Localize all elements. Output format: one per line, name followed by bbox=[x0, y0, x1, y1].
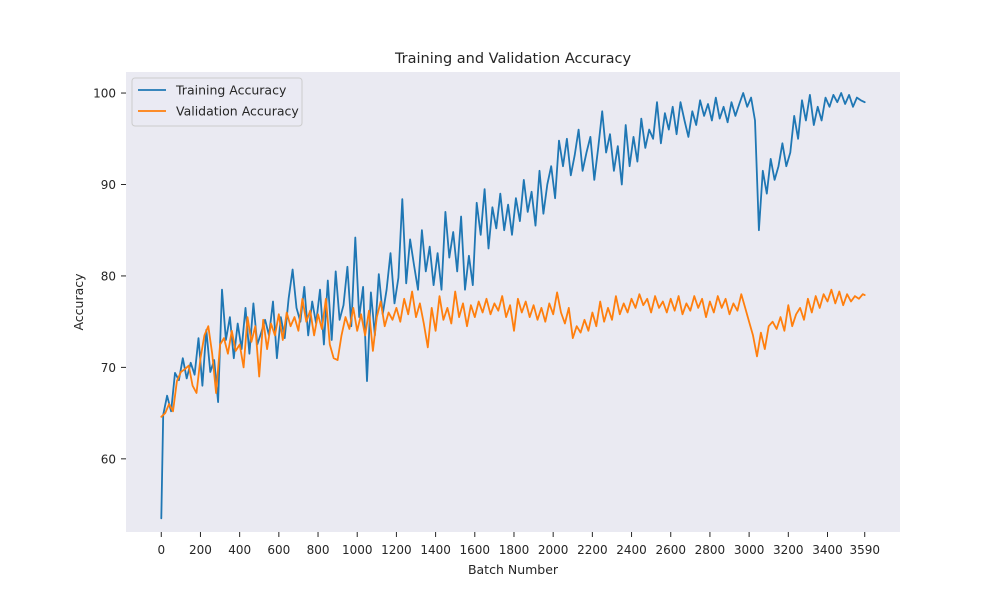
validation-accuracy-line bbox=[160, 288, 866, 418]
x-axis-label: Batch Number bbox=[468, 562, 559, 577]
legend: Training Accuracy Validation Accuracy bbox=[131, 77, 303, 127]
y-axis-ticks: 60 70 80 90 100 bbox=[93, 87, 126, 466]
x-tick-label: 2600 bbox=[655, 543, 686, 557]
x-tick-label: 3590 bbox=[849, 543, 880, 557]
x-tick-label: 1600 bbox=[460, 543, 491, 557]
x-tick-label: 2200 bbox=[577, 543, 608, 557]
x-tick-label: 200 bbox=[189, 543, 212, 557]
legend-label-training: Training Accuracy bbox=[175, 83, 287, 98]
series-lines bbox=[160, 92, 866, 520]
plot-area bbox=[126, 72, 900, 532]
y-tick-label: 60 bbox=[101, 452, 116, 466]
x-axis-ticks: 0 200 400 600 800 1000 1200 1400 1600 1800 2000 220… bbox=[157, 532, 880, 557]
legend-label-validation: Validation Accuracy bbox=[176, 104, 299, 119]
y-axis-label: Accuracy bbox=[71, 273, 86, 331]
y-tick-label: 90 bbox=[101, 178, 116, 192]
x-tick-label: 1400 bbox=[420, 543, 451, 557]
training-accuracy-line bbox=[160, 92, 866, 520]
x-tick-label: 2400 bbox=[616, 543, 647, 557]
x-tick-label: 800 bbox=[307, 543, 330, 557]
chart-title: Training and Validation Accuracy bbox=[394, 51, 632, 67]
x-tick-label: 1200 bbox=[381, 543, 412, 557]
x-tick-label: 400 bbox=[228, 543, 251, 557]
x-tick-label: 3400 bbox=[812, 543, 843, 557]
x-tick-label: 600 bbox=[267, 543, 290, 557]
y-tick-label: 100 bbox=[93, 87, 116, 101]
x-tick-label: 2000 bbox=[538, 543, 569, 557]
legend-box bbox=[131, 77, 303, 127]
x-tick-label: 1800 bbox=[499, 543, 530, 557]
x-tick-label: 3000 bbox=[734, 543, 765, 557]
x-tick-label: 2800 bbox=[695, 543, 726, 557]
x-tick-label: 3200 bbox=[773, 543, 804, 557]
x-tick-label: 1000 bbox=[342, 543, 373, 557]
y-tick-label: 70 bbox=[101, 361, 116, 375]
y-tick-label: 80 bbox=[101, 269, 116, 283]
x-tick-label: 0 bbox=[157, 543, 165, 557]
